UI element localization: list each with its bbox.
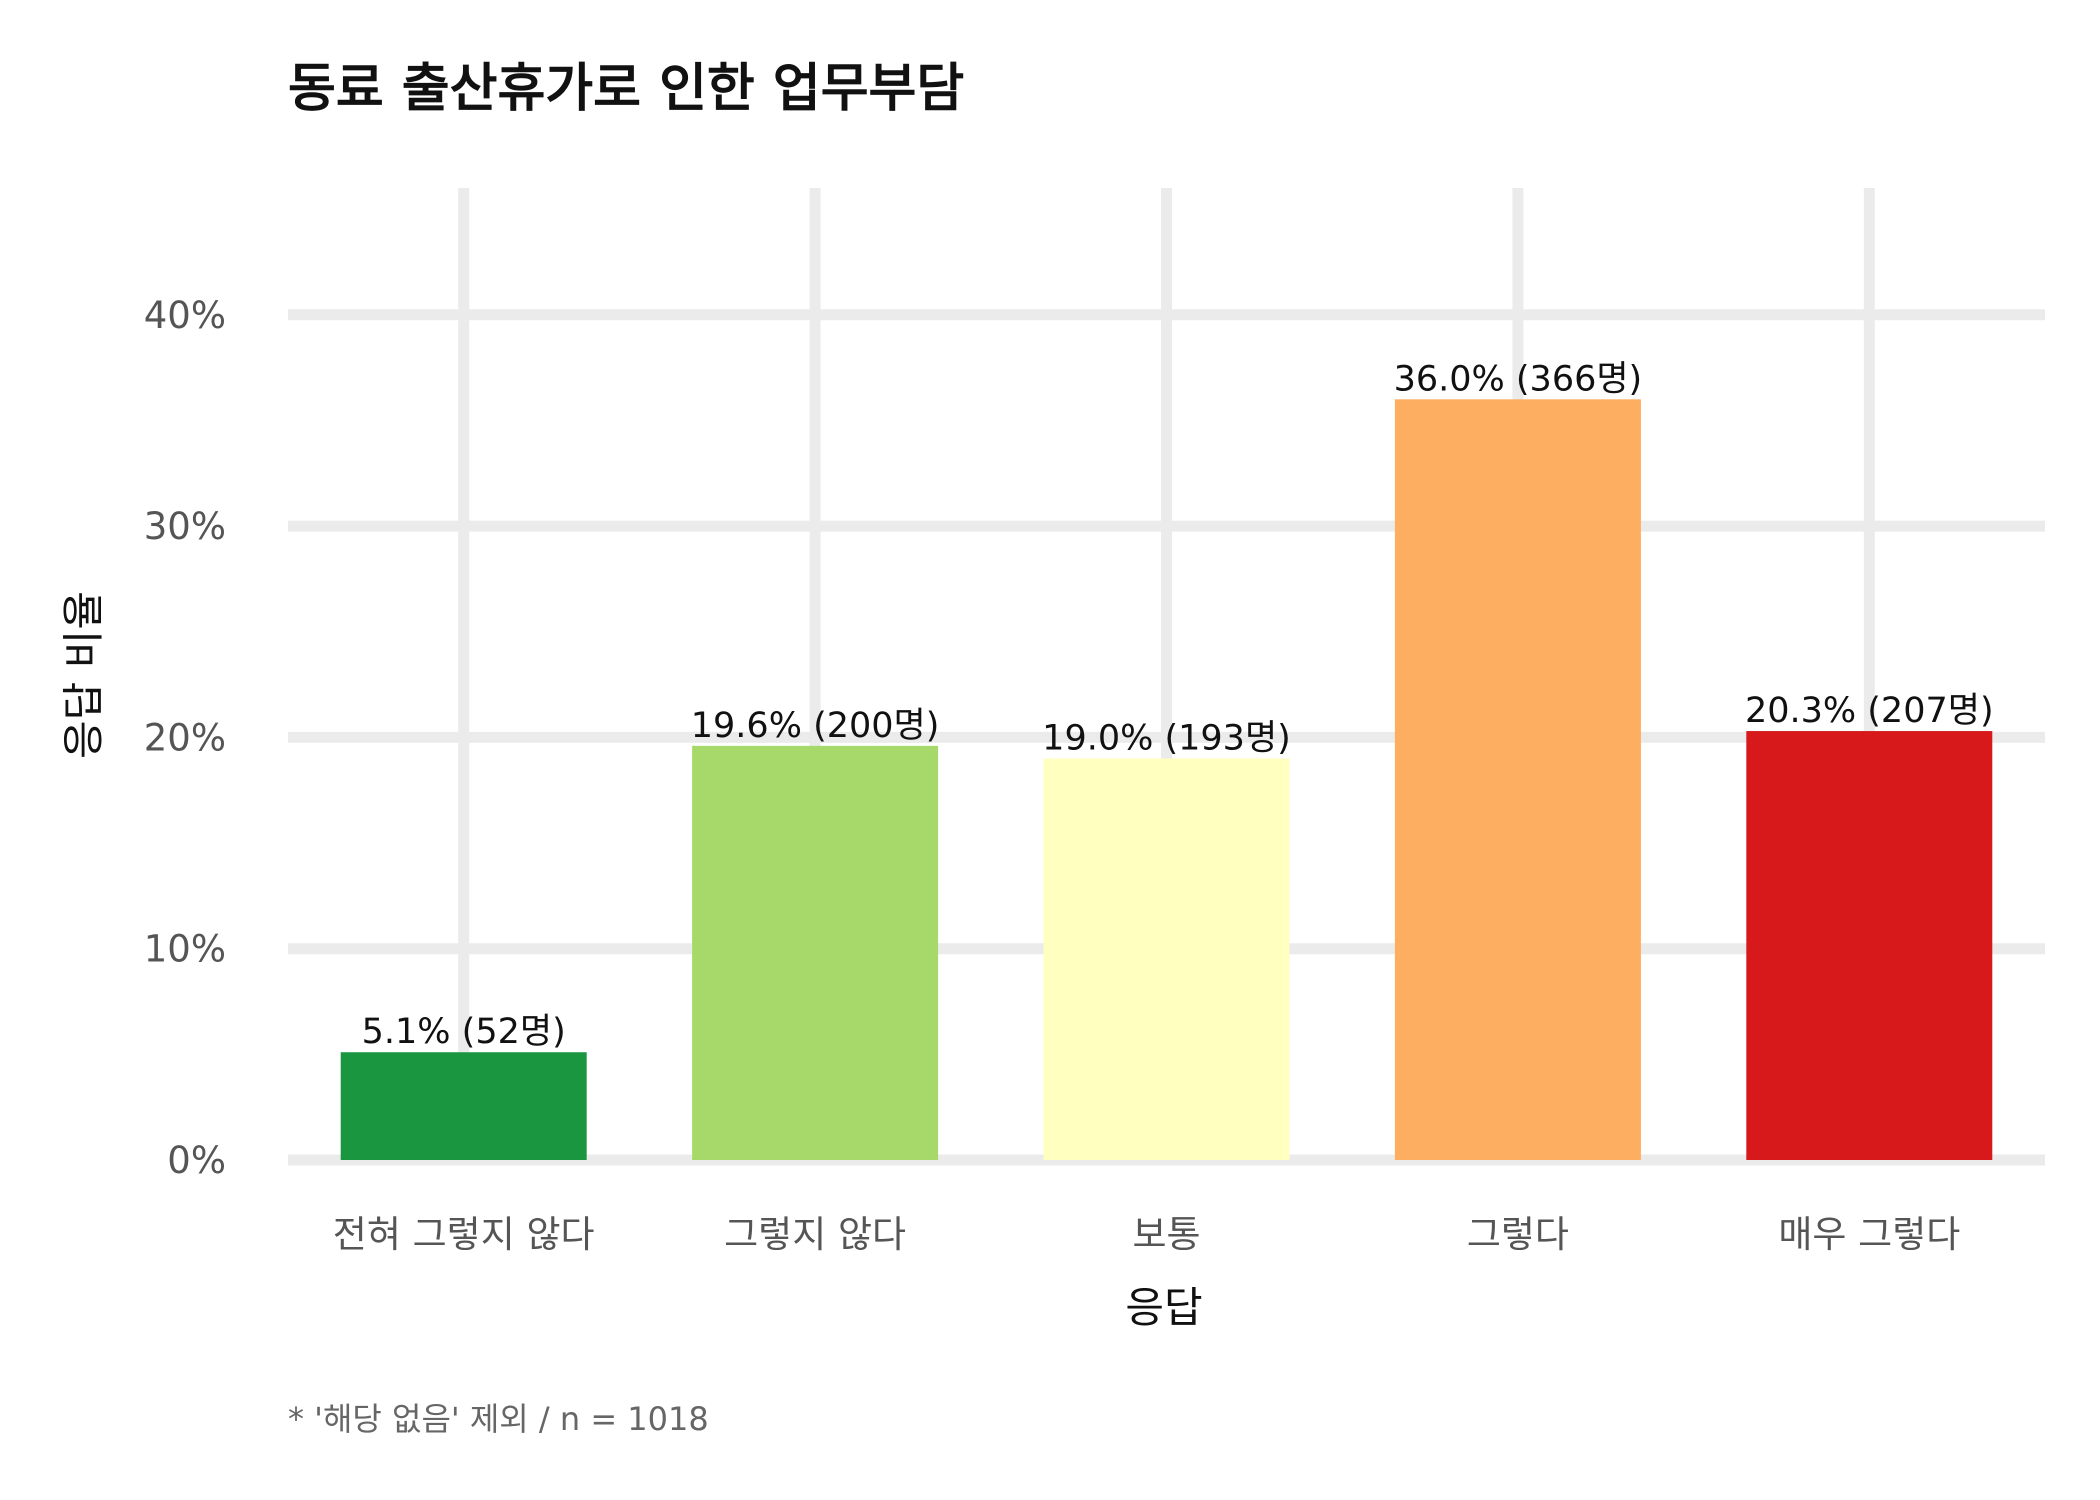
bar <box>1746 731 1993 1160</box>
data-labels: 5.1% (52명) 19.6% (200명) 19.0% (193명) 36.0% … <box>362 359 1994 1052</box>
y-tick-label: 20% <box>144 716 226 759</box>
x-tick-label: 보통 <box>1132 1213 1200 1256</box>
bar-data-label: 19.0% (193명) <box>1042 719 1291 759</box>
bar-data-label: 36.0% (366명) <box>1394 359 1643 399</box>
chart-title: 동료 출산휴가로 인한 업무부담 <box>288 59 964 119</box>
y-tick-label: 30% <box>144 505 226 548</box>
y-tick-label: 40% <box>144 294 226 337</box>
bar <box>340 1052 587 1160</box>
y-tick-label: 10% <box>144 928 226 971</box>
x-axis-title: 응답 <box>1125 1283 1202 1332</box>
bars <box>340 399 1993 1161</box>
bar <box>1043 758 1290 1160</box>
x-tick-label: 매우 그렇다 <box>1778 1213 1960 1256</box>
chart-caption: * '해당 없음' 제외 / n = 1018 <box>288 1400 709 1438</box>
x-tick-label: 전혀 그렇지 않다 <box>333 1213 595 1256</box>
x-tick-label: 그렇다 <box>1467 1213 1569 1256</box>
bar-data-label: 20.3% (207명) <box>1745 691 1994 731</box>
y-axis-title: 응답 비율 <box>59 591 108 759</box>
bar-data-label: 5.1% (52명) <box>362 1012 566 1052</box>
x-axis-ticks: 전혀 그렇지 않다 그렇지 않다 보통 그렇다 매우 그렇다 <box>333 1213 1960 1256</box>
y-axis-ticks: 0% 10% 20% 30% 40% <box>144 294 226 1182</box>
bar <box>692 745 939 1160</box>
bar-data-label: 19.6% (200명) <box>691 706 940 746</box>
bar <box>1394 399 1641 1161</box>
y-tick-label: 0% <box>167 1139 226 1182</box>
x-tick-label: 그렇지 않다 <box>724 1213 906 1256</box>
